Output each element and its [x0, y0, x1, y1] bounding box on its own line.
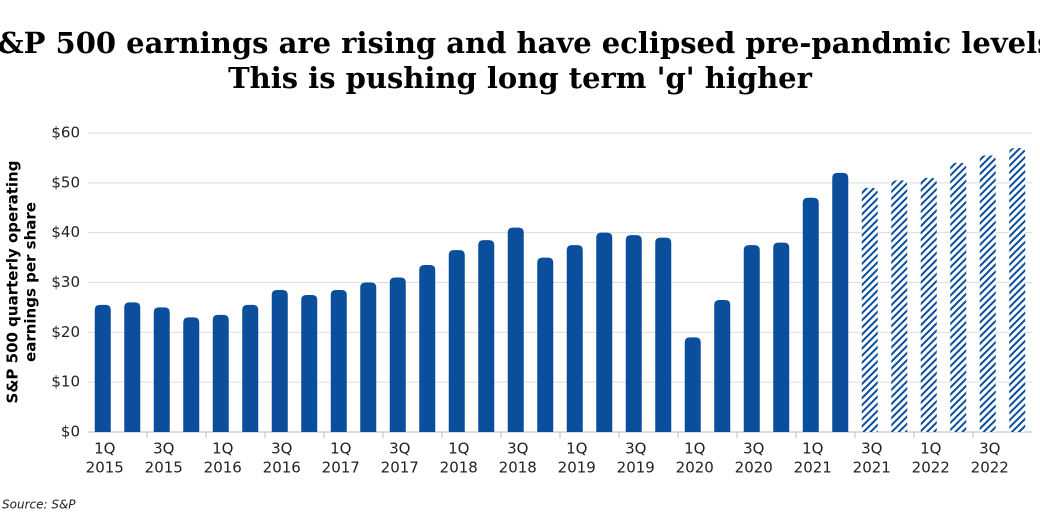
bar: [360, 282, 377, 432]
y-tick-label: $60: [51, 124, 80, 142]
x-tick-label: 3Q: [625, 440, 646, 458]
bar: [478, 240, 495, 432]
y-axis-label: S&P 500 quarterly operating: [4, 161, 22, 404]
x-tick-label: 1Q: [802, 440, 823, 458]
x-tick-label: 2017: [381, 459, 419, 477]
y-tick-label: $50: [51, 173, 80, 191]
bar: [891, 180, 908, 432]
x-tick-label: 2018: [440, 459, 478, 477]
x-tick-label: 2022: [971, 459, 1009, 477]
x-tick-label: 3Q: [271, 440, 292, 458]
bar: [684, 337, 701, 432]
bar: [153, 307, 170, 432]
bar: [979, 155, 996, 433]
y-axis-label: earnings per share: [22, 202, 40, 362]
bar: [330, 289, 347, 432]
bar: [950, 162, 967, 432]
bar: [773, 242, 790, 432]
y-tick-label: $40: [51, 223, 80, 241]
x-tick-label: 1Q: [212, 440, 233, 458]
y-tick-label: $0: [61, 423, 80, 441]
x-tick-label: 2018: [499, 459, 537, 477]
x-tick-label: 2020: [676, 459, 714, 477]
y-tick-label: $20: [51, 323, 80, 341]
x-tick-label: 1Q: [330, 440, 351, 458]
x-tick-label: 1Q: [920, 440, 941, 458]
bar: [861, 187, 878, 432]
bar: [743, 245, 760, 432]
x-tick-label: 3Q: [743, 440, 764, 458]
bar: [537, 257, 554, 432]
bar: [566, 245, 583, 432]
bar: [419, 265, 436, 432]
bar: [802, 197, 819, 432]
x-tick-label: 2021: [794, 459, 832, 477]
x-tick-label: 3Q: [507, 440, 528, 458]
x-tick-label: 2015: [145, 459, 183, 477]
x-tick-label: 3Q: [153, 440, 174, 458]
x-tick-label: 1Q: [448, 440, 469, 458]
x-tick-label: 2015: [86, 459, 124, 477]
source-note: Source: S&P: [2, 498, 76, 512]
x-tick-label: 2017: [322, 459, 360, 477]
x-tick-label: 2020: [735, 459, 773, 477]
bar: [920, 177, 937, 432]
x-tick-label: 2019: [617, 459, 655, 477]
bar: [1009, 147, 1026, 432]
x-tick-label: 3Q: [861, 440, 882, 458]
x-tick-label: 2016: [263, 459, 301, 477]
bar: [832, 172, 849, 432]
bar: [212, 314, 229, 432]
bar: [596, 232, 613, 432]
x-tick-label: 1Q: [566, 440, 587, 458]
x-tick-label: 3Q: [389, 440, 410, 458]
bar: [714, 299, 731, 432]
bar: [94, 304, 111, 432]
bar: [389, 277, 406, 432]
bar: [183, 317, 200, 432]
bar: [448, 250, 465, 432]
bar: [507, 227, 524, 432]
chart-title: This is pushing long term 'g' higher: [228, 61, 813, 95]
y-tick-label: $30: [51, 273, 80, 291]
x-tick-label: 2021: [853, 459, 891, 477]
chart-title: S&P 500 earnings are rising and have ecl…: [0, 26, 1040, 60]
x-tick-label: 3Q: [979, 440, 1000, 458]
bar: [271, 289, 288, 432]
y-tick-label: $10: [51, 373, 80, 391]
bar: [242, 304, 259, 432]
x-tick-label: 2022: [912, 459, 950, 477]
x-tick-label: 1Q: [94, 440, 115, 458]
bar: [625, 235, 642, 432]
bar: [124, 302, 141, 432]
x-tick-label: 2016: [204, 459, 242, 477]
bar: [655, 237, 672, 432]
x-tick-label: 1Q: [684, 440, 705, 458]
x-tick-label: 2019: [558, 459, 596, 477]
bar: [301, 294, 318, 432]
